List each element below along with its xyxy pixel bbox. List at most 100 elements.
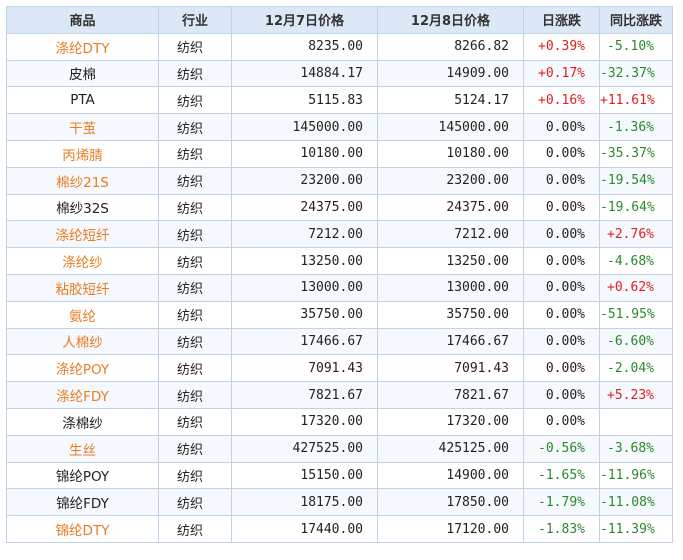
price-dec8-cell: 17120.00: [377, 515, 524, 543]
industry-cell: 纺织: [158, 381, 232, 409]
yoy-change-cell: [599, 407, 673, 436]
industry-cell: 纺织: [158, 327, 232, 356]
table-row: 人棉纱 纺织 17466.67 17466.67 0.00% -6.60%: [6, 327, 673, 356]
yoy-change-cell: -19.64%: [599, 193, 673, 222]
commodity-name-cell[interactable]: 涤纶FDY: [6, 381, 159, 409]
table-row: 干茧 纺织 145000.00 145000.00 0.00% -1.36%: [6, 113, 673, 141]
price-dec7-cell: 7212.00: [231, 220, 378, 249]
header-price-dec7: 12月7日价格: [231, 6, 378, 34]
industry-cell: 纺织: [158, 59, 232, 88]
price-dec7-cell: 145000.00: [231, 113, 378, 141]
daily-change-cell: 0.00%: [523, 166, 600, 195]
table-row: 涤纶FDY 纺织 7821.67 7821.67 0.00% +5.23%: [6, 381, 673, 409]
price-dec7-cell: 14884.17: [231, 59, 378, 88]
daily-change-cell: 0.00%: [523, 220, 600, 249]
industry-cell: 纺织: [158, 193, 232, 222]
yoy-change-cell: -5.10%: [599, 32, 673, 61]
yoy-change-cell: -4.68%: [599, 247, 673, 275]
commodity-name-cell: 锦纶FDY: [6, 488, 159, 517]
price-dec8-cell: 17850.00: [377, 488, 524, 517]
industry-cell: 纺织: [158, 32, 232, 61]
header-yoy-change: 同比涨跌: [599, 6, 673, 34]
table-row: 涤纶纱 纺织 13250.00 13250.00 0.00% -4.68%: [6, 247, 673, 275]
table-row: 涤纶POY 纺织 7091.43 7091.43 0.00% -2.04%: [6, 354, 673, 383]
price-dec7-cell: 35750.00: [231, 300, 378, 329]
header-industry: 行业: [158, 6, 232, 34]
commodity-name-cell[interactable]: 粘胶短纤: [6, 273, 159, 302]
commodity-name-cell: PTA: [6, 86, 159, 115]
daily-change-cell: +0.17%: [523, 59, 600, 88]
price-dec8-cell: 17320.00: [377, 407, 524, 436]
price-dec7-cell: 17440.00: [231, 515, 378, 543]
table-row: 棉纱32S 纺织 24375.00 24375.00 0.00% -19.64%: [6, 193, 673, 222]
price-dec8-cell: 8266.82: [377, 32, 524, 61]
table-row: 氨纶 纺织 35750.00 35750.00 0.00% -51.95%: [6, 300, 673, 329]
commodity-name-cell[interactable]: 锦纶DTY: [6, 515, 159, 543]
table-row: 锦纶POY 纺织 15150.00 14900.00 -1.65% -11.96%: [6, 461, 673, 490]
price-dec7-cell: 13000.00: [231, 273, 378, 302]
commodity-name-cell[interactable]: 氨纶: [6, 300, 159, 329]
commodity-name-cell[interactable]: 涤纶短纤: [6, 220, 159, 249]
table-row: 皮棉 纺织 14884.17 14909.00 +0.17% -32.37%: [6, 59, 673, 88]
yoy-change-cell: -11.96%: [599, 461, 673, 490]
industry-cell: 纺织: [158, 220, 232, 249]
price-dec8-cell: 24375.00: [377, 193, 524, 222]
industry-cell: 纺织: [158, 247, 232, 275]
commodity-price-table: 商品 行业 12月7日价格 12月8日价格 日涨跌 同比涨跌 涤纶DTY 纺织 82…: [6, 6, 673, 543]
table-row: 涤纶DTY 纺织 8235.00 8266.82 +0.39% -5.10%: [6, 32, 673, 61]
commodity-name-cell: 棉纱32S: [6, 193, 159, 222]
daily-change-cell: -1.83%: [523, 515, 600, 543]
table-row: 丙烯腈 纺织 10180.00 10180.00 0.00% -35.37%: [6, 139, 673, 168]
table-row: PTA 纺织 5115.83 5124.17 +0.16% +11.61%: [6, 86, 673, 115]
industry-cell: 纺织: [158, 273, 232, 302]
industry-cell: 纺织: [158, 515, 232, 543]
daily-change-cell: 0.00%: [523, 139, 600, 168]
yoy-change-cell: -11.39%: [599, 515, 673, 543]
price-dec8-cell: 23200.00: [377, 166, 524, 195]
commodity-name-cell[interactable]: 丙烯腈: [6, 139, 159, 168]
table-row: 锦纶DTY 纺织 17440.00 17120.00 -1.83% -11.39%: [6, 515, 673, 543]
yoy-change-cell: +11.61%: [599, 86, 673, 115]
price-dec8-cell: 7821.67: [377, 381, 524, 409]
daily-change-cell: 0.00%: [523, 113, 600, 141]
yoy-change-cell: +0.62%: [599, 273, 673, 302]
commodity-name-cell[interactable]: 人棉纱: [6, 327, 159, 356]
table-row: 棉纱21S 纺织 23200.00 23200.00 0.00% -19.54%: [6, 166, 673, 195]
yoy-change-cell: -11.08%: [599, 488, 673, 517]
daily-change-cell: 0.00%: [523, 354, 600, 383]
price-dec7-cell: 10180.00: [231, 139, 378, 168]
commodity-name-cell[interactable]: 涤纶DTY: [6, 32, 159, 61]
yoy-change-cell: -35.37%: [599, 139, 673, 168]
daily-change-cell: -1.79%: [523, 488, 600, 517]
price-dec7-cell: 5115.83: [231, 86, 378, 115]
price-dec7-cell: 7821.67: [231, 381, 378, 409]
yoy-change-cell: -32.37%: [599, 59, 673, 88]
price-dec8-cell: 7091.43: [377, 354, 524, 383]
table-row: 涤纶短纤 纺织 7212.00 7212.00 0.00% +2.76%: [6, 220, 673, 249]
daily-change-cell: 0.00%: [523, 327, 600, 356]
table-row: 涤棉纱 纺织 17320.00 17320.00 0.00%: [6, 407, 673, 436]
header-price-dec8: 12月8日价格: [377, 6, 524, 34]
daily-change-cell: +0.39%: [523, 32, 600, 61]
commodity-name-cell[interactable]: 涤纶纱: [6, 247, 159, 275]
commodity-name-cell[interactable]: 生丝: [6, 434, 159, 463]
price-dec7-cell: 18175.00: [231, 488, 378, 517]
commodity-name-cell[interactable]: 涤纶POY: [6, 354, 159, 383]
price-dec8-cell: 14900.00: [377, 461, 524, 490]
commodity-name-cell: 涤棉纱: [6, 407, 159, 436]
price-dec8-cell: 425125.00: [377, 434, 524, 463]
table-header-row: 商品 行业 12月7日价格 12月8日价格 日涨跌 同比涨跌: [6, 6, 673, 34]
price-dec7-cell: 13250.00: [231, 247, 378, 275]
table-row: 粘胶短纤 纺织 13000.00 13000.00 0.00% +0.62%: [6, 273, 673, 302]
price-dec7-cell: 8235.00: [231, 32, 378, 61]
daily-change-cell: 0.00%: [523, 300, 600, 329]
price-dec8-cell: 10180.00: [377, 139, 524, 168]
commodity-name-cell[interactable]: 干茧: [6, 113, 159, 141]
commodity-name-cell[interactable]: 棉纱21S: [6, 166, 159, 195]
price-dec7-cell: 7091.43: [231, 354, 378, 383]
yoy-change-cell: -2.04%: [599, 354, 673, 383]
industry-cell: 纺织: [158, 139, 232, 168]
daily-change-cell: 0.00%: [523, 381, 600, 409]
industry-cell: 纺织: [158, 300, 232, 329]
price-dec8-cell: 17466.67: [377, 327, 524, 356]
